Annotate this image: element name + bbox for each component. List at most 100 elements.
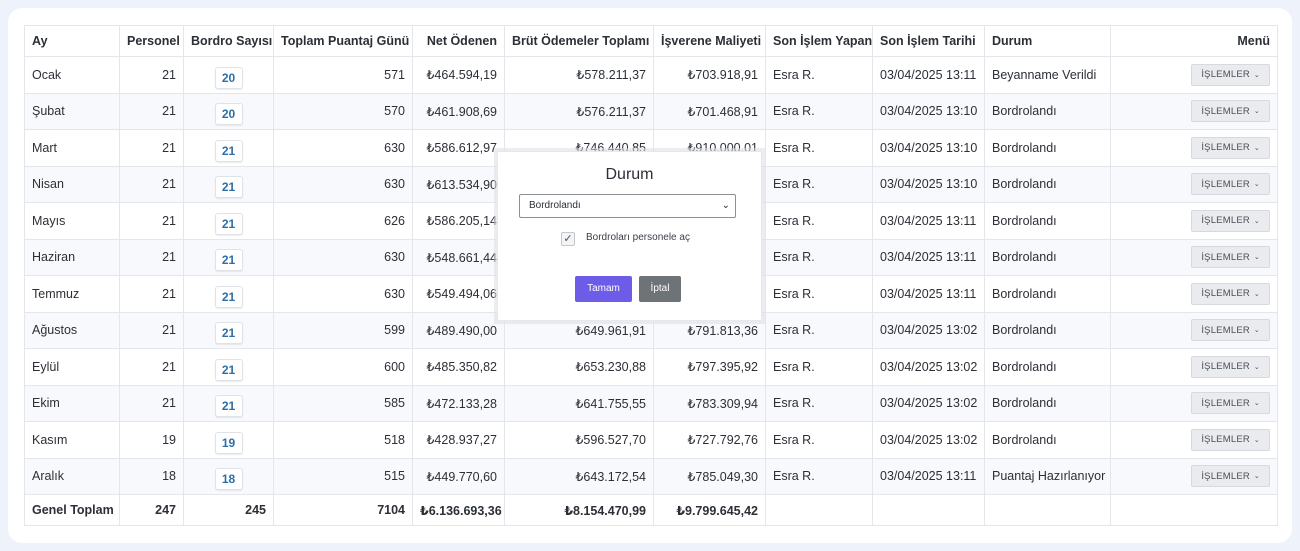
cell-staff: 21 xyxy=(119,238,184,276)
header-net-paid[interactable]: Net Ödenen xyxy=(412,25,505,57)
row-actions-button[interactable]: İŞLEMLER ⌄ xyxy=(1191,100,1270,123)
table-row: Eylül 21 21 600 ₺485.350,82 ₺653.230,88 ₺797.3… xyxy=(24,348,1278,386)
cell-net-paid: ₺586.612,97 xyxy=(412,129,505,167)
cell-status: Bordrolandı xyxy=(984,384,1111,422)
cell-staff: 21 xyxy=(119,384,184,422)
header-last-user[interactable]: Son İşlem Yapan xyxy=(765,25,873,57)
header-gross-total[interactable]: Brüt Ödemeler Toplamı xyxy=(504,25,654,57)
cell-payroll-count: 21 xyxy=(183,384,274,422)
cell-menu: İŞLEMLER ⌄ xyxy=(1110,348,1278,386)
header-total-days[interactable]: Toplam Puantaj Günü xyxy=(273,25,413,57)
payroll-count-link[interactable]: 21 xyxy=(214,358,243,381)
status-dialog: Durum Bordrolandı ⌄ ✓ Bordroları persone… xyxy=(497,151,762,321)
totals-employer-cost: ₺9.799.645,42 xyxy=(653,494,766,526)
row-actions-button[interactable]: İŞLEMLER ⌄ xyxy=(1191,392,1270,415)
cell-total-days: 571 xyxy=(273,56,413,94)
cell-payroll-count: 21 xyxy=(183,129,274,167)
header-payroll-count[interactable]: Bordro Sayısı xyxy=(183,25,274,57)
payroll-count-link[interactable]: 21 xyxy=(214,322,243,345)
row-actions-label: İŞLEMLER xyxy=(1201,69,1250,81)
cell-total-days: 630 xyxy=(273,165,413,203)
table-row: Kasım 19 19 518 ₺428.937,27 ₺596.527,70 ₺727.7… xyxy=(24,421,1278,459)
row-actions-button[interactable]: İŞLEMLER ⌄ xyxy=(1191,173,1270,196)
row-actions-button[interactable]: İŞLEMLER ⌄ xyxy=(1191,136,1270,159)
cell-status: Bordrolandı xyxy=(984,129,1111,167)
chevron-down-icon: ⌄ xyxy=(1253,217,1260,225)
cell-month: Kasım xyxy=(24,421,120,459)
row-actions-label: İŞLEMLER xyxy=(1201,251,1250,263)
open-payrolls-label[interactable]: Bordroları personele aç xyxy=(586,232,690,243)
cell-status: Bordrolandı xyxy=(984,202,1111,240)
table-header-row: Ay Personel Bordro Sayısı Toplam Puantaj… xyxy=(24,25,1278,57)
cell-net-paid: ₺449.770,60 xyxy=(412,457,505,495)
cell-last-user: Esra R. xyxy=(765,202,873,240)
cell-menu: İŞLEMLER ⌄ xyxy=(1110,238,1278,276)
cell-last-date: 03/04/2025 13:02 xyxy=(872,311,985,349)
cell-status: Bordrolandı xyxy=(984,348,1111,386)
payroll-count-link[interactable]: 20 xyxy=(214,66,243,89)
row-actions-button[interactable]: İŞLEMLER ⌄ xyxy=(1191,209,1270,232)
header-employer-cost[interactable]: İşverene Maliyeti xyxy=(653,25,766,57)
row-actions-button[interactable]: İŞLEMLER ⌄ xyxy=(1191,319,1270,342)
chevron-down-icon: ⌄ xyxy=(1253,254,1260,262)
cell-payroll-count: 21 xyxy=(183,202,274,240)
cancel-button[interactable]: İptal xyxy=(639,276,681,302)
cell-staff: 21 xyxy=(119,311,184,349)
payroll-count-link[interactable]: 21 xyxy=(214,139,243,162)
chevron-down-icon: ⌄ xyxy=(1253,436,1260,444)
payroll-count-link[interactable]: 20 xyxy=(214,103,243,126)
cell-gross-total: ₺653.230,88 xyxy=(504,348,654,386)
cell-total-days: 630 xyxy=(273,275,413,313)
payroll-count-link[interactable]: 21 xyxy=(214,249,243,272)
totals-row: Genel Toplam 247 245 7104 ₺6.136.693,36 … xyxy=(24,494,1278,526)
cell-last-date: 03/04/2025 13:11 xyxy=(872,56,985,94)
status-select[interactable]: Bordrolandı ⌄ xyxy=(519,194,736,218)
cell-menu: İŞLEMLER ⌄ xyxy=(1110,457,1278,495)
cell-last-date: 03/04/2025 13:02 xyxy=(872,348,985,386)
cell-menu: İŞLEMLER ⌄ xyxy=(1110,311,1278,349)
row-actions-label: İŞLEMLER xyxy=(1201,470,1250,482)
header-status[interactable]: Durum xyxy=(984,25,1111,57)
row-actions-button[interactable]: İŞLEMLER ⌄ xyxy=(1191,355,1270,378)
open-payrolls-checkbox[interactable]: ✓ xyxy=(561,232,575,246)
cell-employer-cost: ₺703.918,91 xyxy=(653,56,766,94)
header-staff[interactable]: Personel xyxy=(119,25,184,57)
cell-staff: 21 xyxy=(119,165,184,203)
payroll-count-link[interactable]: 19 xyxy=(214,431,243,454)
cell-status: Bordrolandı xyxy=(984,92,1111,130)
header-month[interactable]: Ay xyxy=(24,25,120,57)
chevron-down-icon: ⌄ xyxy=(1253,290,1260,298)
payroll-count-link[interactable]: 21 xyxy=(214,285,243,308)
row-actions-label: İŞLEMLER xyxy=(1201,361,1250,373)
header-last-date[interactable]: Son İşlem Tarihi xyxy=(872,25,985,57)
row-actions-button[interactable]: İŞLEMLER ⌄ xyxy=(1191,282,1270,305)
cell-last-date: 03/04/2025 13:10 xyxy=(872,92,985,130)
payroll-count-link[interactable]: 21 xyxy=(214,212,243,235)
cell-payroll-count: 19 xyxy=(183,421,274,459)
cell-last-user: Esra R. xyxy=(765,311,873,349)
row-actions-button[interactable]: İŞLEMLER ⌄ xyxy=(1191,428,1270,451)
cell-total-days: 599 xyxy=(273,311,413,349)
cell-last-date: 03/04/2025 13:10 xyxy=(872,129,985,167)
cell-net-paid: ₺489.490,00 xyxy=(412,311,505,349)
cell-last-user: Esra R. xyxy=(765,238,873,276)
chevron-down-icon: ⌄ xyxy=(1253,400,1260,408)
cell-net-paid: ₺548.661,44 xyxy=(412,238,505,276)
chevron-down-icon: ⌄ xyxy=(721,200,730,211)
cell-last-user: Esra R. xyxy=(765,275,873,313)
row-actions-button[interactable]: İŞLEMLER ⌄ xyxy=(1191,246,1270,269)
cell-gross-total: ₺643.172,54 xyxy=(504,457,654,495)
cell-net-paid: ₺464.594,19 xyxy=(412,56,505,94)
cell-menu: İŞLEMLER ⌄ xyxy=(1110,202,1278,240)
payroll-count-link[interactable]: 21 xyxy=(214,176,243,199)
payroll-count-link[interactable]: 21 xyxy=(214,395,243,418)
cell-last-date: 03/04/2025 13:02 xyxy=(872,384,985,422)
cell-month: Mart xyxy=(24,129,120,167)
cell-staff: 18 xyxy=(119,457,184,495)
cell-month: Nisan xyxy=(24,165,120,203)
row-actions-button[interactable]: İŞLEMLER ⌄ xyxy=(1191,63,1270,86)
ok-button[interactable]: Tamam xyxy=(575,276,632,302)
row-actions-button[interactable]: İŞLEMLER ⌄ xyxy=(1191,465,1270,488)
cell-payroll-count: 21 xyxy=(183,348,274,386)
payroll-count-link[interactable]: 18 xyxy=(214,468,243,491)
